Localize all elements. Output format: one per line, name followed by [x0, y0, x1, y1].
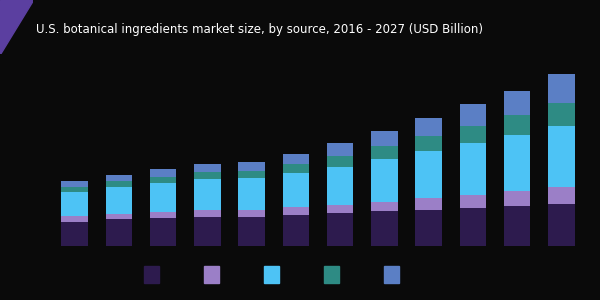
- Bar: [371, 146, 398, 159]
- Bar: [61, 192, 88, 216]
- Bar: [371, 202, 398, 212]
- Bar: [238, 178, 265, 210]
- Bar: [238, 217, 265, 246]
- Polygon shape: [0, 0, 33, 54]
- Bar: [371, 212, 398, 246]
- Bar: [194, 172, 221, 179]
- Bar: [371, 159, 398, 202]
- Bar: [283, 207, 309, 215]
- Bar: [106, 187, 132, 214]
- Bar: [460, 194, 486, 208]
- Bar: [283, 173, 309, 207]
- Bar: [504, 136, 530, 191]
- Bar: [327, 156, 353, 167]
- Bar: [504, 115, 530, 136]
- Bar: [548, 204, 575, 246]
- Bar: [384, 266, 399, 283]
- Bar: [150, 177, 176, 183]
- Text: U.S. botanical ingredients market size, by source, 2016 - 2027 (USD Billion): U.S. botanical ingredients market size, …: [36, 23, 483, 36]
- Bar: [327, 205, 353, 213]
- Bar: [106, 181, 132, 187]
- Bar: [548, 187, 575, 204]
- Bar: [106, 175, 132, 181]
- Bar: [415, 136, 442, 152]
- Bar: [106, 214, 132, 219]
- Bar: [371, 131, 398, 146]
- Bar: [61, 187, 88, 192]
- Bar: [144, 266, 159, 283]
- Bar: [324, 266, 339, 283]
- Bar: [61, 181, 88, 187]
- Bar: [194, 217, 221, 246]
- Bar: [194, 164, 221, 172]
- Bar: [264, 266, 279, 283]
- Bar: [327, 213, 353, 246]
- Bar: [504, 191, 530, 206]
- Bar: [194, 211, 221, 217]
- Bar: [194, 179, 221, 211]
- Bar: [327, 167, 353, 205]
- Bar: [415, 198, 442, 210]
- Bar: [460, 126, 486, 143]
- Bar: [460, 208, 486, 246]
- Bar: [283, 164, 309, 173]
- Bar: [504, 91, 530, 115]
- Bar: [238, 162, 265, 170]
- Bar: [504, 206, 530, 246]
- Bar: [548, 74, 575, 103]
- Bar: [283, 154, 309, 164]
- Bar: [150, 183, 176, 212]
- Bar: [460, 104, 486, 126]
- Bar: [548, 103, 575, 126]
- Bar: [283, 215, 309, 246]
- Bar: [238, 210, 265, 217]
- Bar: [460, 143, 486, 194]
- Bar: [415, 210, 442, 246]
- Bar: [415, 152, 442, 198]
- Bar: [150, 212, 176, 218]
- Bar: [61, 216, 88, 222]
- Bar: [238, 170, 265, 178]
- Bar: [327, 143, 353, 156]
- Bar: [150, 169, 176, 177]
- Bar: [204, 266, 219, 283]
- Bar: [548, 126, 575, 187]
- Bar: [150, 218, 176, 246]
- Bar: [106, 219, 132, 246]
- Bar: [415, 118, 442, 136]
- Bar: [61, 222, 88, 246]
